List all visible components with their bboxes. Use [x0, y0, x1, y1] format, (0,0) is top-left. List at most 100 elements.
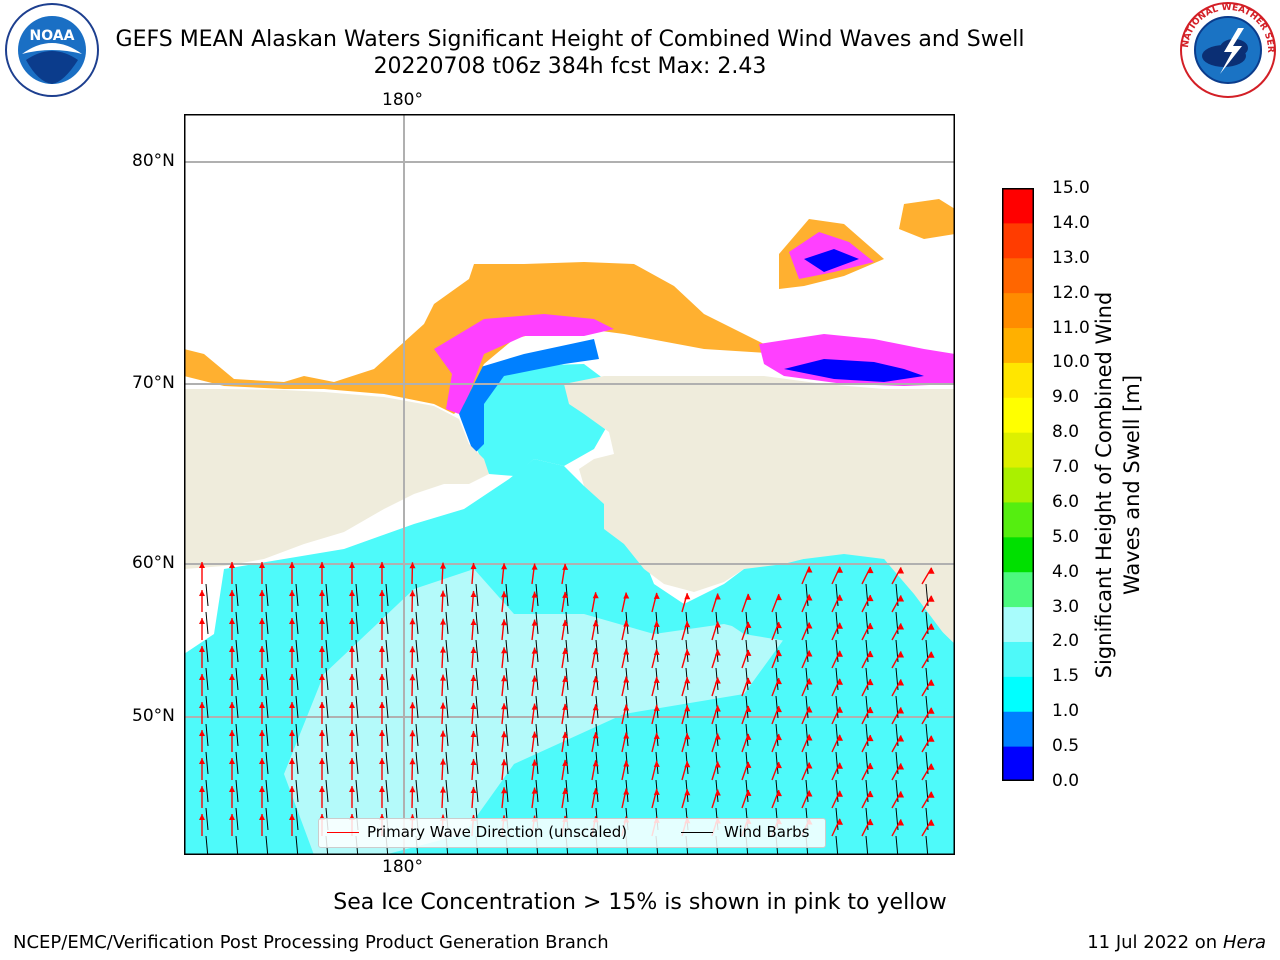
wave-arrow-head [470, 674, 477, 681]
wind-barb [295, 751, 299, 775]
wave-arrow-head [470, 590, 477, 597]
wave-arrow-head [806, 622, 813, 629]
wind-barb [505, 639, 509, 663]
wave-arrow-head [837, 678, 843, 685]
colorbar-tick-label: 6.0 [1052, 491, 1080, 512]
wave-arrow-head [684, 705, 691, 712]
wave-arrow-head [289, 618, 295, 624]
wave-arrow-head [199, 786, 205, 792]
wave-arrow [891, 735, 902, 753]
wave-arrow-head [928, 679, 935, 686]
colorbar-tick-label: 1.5 [1052, 666, 1080, 687]
wind-barb [355, 639, 359, 663]
wave-arrow [921, 567, 933, 585]
wave-arrow-head [623, 648, 630, 655]
wind-barb [325, 667, 329, 691]
wind-barb [385, 779, 389, 803]
wind-barb [445, 723, 449, 747]
sea-ice-pink [434, 314, 614, 414]
wave-arrow-head [562, 619, 569, 626]
wave-arrow-head [349, 786, 355, 792]
map-subtitle: 20220708 t06z 384h fcst Max: 2.43 [373, 54, 767, 79]
noaa-logo-icon: NOAA [4, 2, 100, 102]
wind-barb [565, 751, 569, 775]
wave-arrow-head [684, 733, 691, 740]
wave-arrow-head [501, 591, 508, 598]
wave-arrow-head [229, 646, 235, 652]
footer-producer: NCEP/EMC/Verification Post Processing Pr… [13, 932, 609, 953]
wind-barb [355, 723, 359, 747]
wave-arrow-head [199, 758, 205, 764]
wind-barb [415, 611, 419, 635]
wave-arrow-head [928, 735, 935, 742]
wind-barb [475, 695, 479, 719]
wind-barb [565, 723, 569, 747]
wave-arrow-head [745, 761, 752, 768]
colorbar-tick-label: 14.0 [1052, 212, 1090, 233]
wave-arrow-head [409, 758, 416, 765]
wind-barb [505, 583, 509, 607]
lat-label-80: 80°N [132, 151, 175, 171]
colorbar-segment [1002, 501, 1034, 538]
colorbar-segment [1002, 188, 1034, 224]
wave-arrow-head [259, 730, 265, 736]
wave-arrow-head [349, 590, 355, 596]
wave-arrow-head [592, 648, 599, 655]
wave-arrow-head [562, 675, 569, 682]
wave-arrow-head [653, 732, 660, 739]
wave-arrow-head [837, 762, 843, 769]
wind-barb [745, 751, 749, 775]
wave-arrow-head [531, 731, 538, 738]
wave-arrow-head [867, 735, 874, 742]
wave-arrow-head [259, 562, 265, 568]
wave-arrow-head [867, 595, 874, 602]
wind-barb [445, 583, 449, 607]
wind-barb [415, 639, 419, 663]
wave-arrow-head [289, 730, 295, 736]
wave-arrow-head [379, 562, 385, 568]
wind-barb [805, 723, 809, 747]
wind-barb [295, 695, 299, 719]
wind-barb [745, 723, 749, 747]
wave-arrow-head [928, 763, 935, 770]
wave-arrow-head [714, 649, 721, 656]
wave-arrow-head [775, 594, 782, 601]
wave-arrow-head [806, 706, 813, 713]
wave-arrow-head [653, 788, 660, 795]
wave-arrow-head [867, 651, 874, 658]
wave-arrow-head [319, 590, 325, 596]
colorbar-segment [1002, 641, 1034, 677]
wave-arrow-head [440, 618, 447, 625]
wind-barb [475, 751, 479, 775]
wind-barb [535, 583, 539, 607]
wave-arrow-head [379, 618, 385, 624]
wind-barb [385, 667, 389, 691]
wind-barb [565, 695, 569, 719]
wind-barb [775, 695, 779, 719]
wind-barb [205, 807, 209, 831]
wave-arrow-head [440, 562, 447, 569]
wave-arrow-head [319, 758, 325, 764]
wind-barb [535, 779, 539, 803]
wave-arrow-head [319, 646, 325, 652]
wave-arrow [921, 707, 933, 725]
wind-barb [235, 723, 239, 747]
wave-arrow-head [867, 819, 874, 826]
wind-barb [265, 751, 269, 775]
wave-arrow-head [623, 592, 630, 599]
wind-barb [385, 751, 389, 775]
wave-arrow-head [562, 563, 569, 570]
colorbar-tick-label: 1.0 [1052, 701, 1080, 722]
wind-barb [415, 779, 419, 803]
wave-arrow-head [867, 623, 874, 630]
wind-barb [295, 583, 299, 607]
wave-arrow-head [592, 676, 599, 683]
wave-arrow-head [501, 647, 508, 654]
wave-arrow-head [259, 618, 265, 624]
wave-arrow-head [379, 786, 385, 792]
wave-arrow-head [409, 786, 416, 793]
wind-barb [265, 611, 269, 635]
wave-arrow-head [653, 648, 660, 655]
wave-arrow-head [470, 646, 477, 653]
wave-arrow-head [259, 702, 265, 708]
